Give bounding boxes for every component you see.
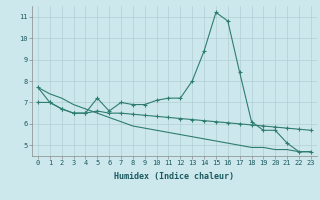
X-axis label: Humidex (Indice chaleur): Humidex (Indice chaleur) xyxy=(115,172,234,181)
